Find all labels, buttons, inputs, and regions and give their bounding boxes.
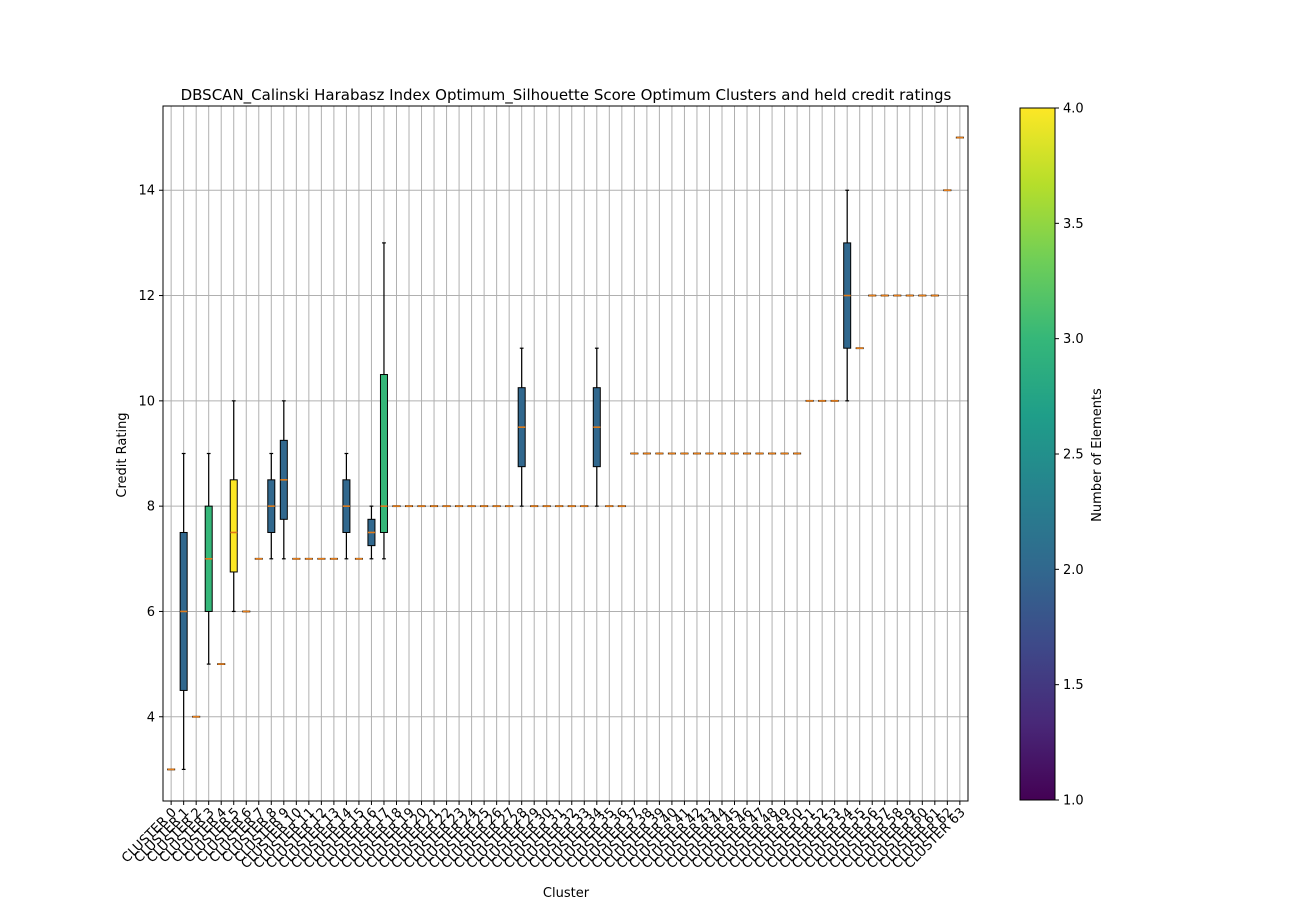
box-35 (605, 505, 614, 508)
box-60 (918, 294, 927, 297)
box-45 (730, 452, 739, 455)
box-51 (805, 399, 814, 402)
box-40 (667, 452, 676, 455)
box-52 (818, 399, 827, 402)
box-6 (242, 610, 251, 613)
box-7 (254, 557, 263, 560)
box-19 (405, 505, 414, 508)
box-50 (793, 452, 802, 455)
box-18 (392, 505, 401, 508)
box-body (229, 479, 238, 573)
box-3 (204, 452, 213, 665)
box-56 (868, 294, 877, 297)
box-48 (768, 452, 777, 455)
y-axis-label: Credit Rating (115, 412, 130, 497)
colorbar-gradient (1019, 107, 1056, 801)
box-16 (367, 505, 376, 560)
plot-frame (162, 105, 969, 802)
box-36 (617, 505, 626, 508)
colorbar: 1.0 1.5 2.0 2.5 3.0 3.5 4.0 Number of Elements (1019, 102, 1105, 809)
box-layer (167, 136, 964, 771)
box-44 (717, 452, 726, 455)
box-22 (442, 505, 451, 508)
box-0 (167, 768, 176, 771)
x-axis-label: Cluster (543, 886, 590, 900)
box-34 (592, 347, 601, 507)
box-30 (542, 505, 551, 508)
box-61 (930, 294, 939, 297)
box-8 (267, 452, 276, 560)
colorbar-ticks: 1.0 1.5 2.0 2.5 3.0 3.5 4.0 (1055, 102, 1084, 809)
box-46 (743, 452, 752, 455)
box-14 (342, 452, 351, 560)
box-53 (830, 399, 839, 402)
box-20 (417, 505, 426, 508)
colorbar-tick-label: 4.0 (1063, 102, 1084, 117)
box-24 (467, 505, 476, 508)
box-27 (505, 505, 514, 508)
box-41 (680, 452, 689, 455)
box-38 (642, 452, 651, 455)
box-9 (279, 400, 288, 560)
y-axis: 4 6 8 10 12 14 (138, 184, 163, 725)
colorbar-tick-label: 2.5 (1063, 448, 1084, 463)
box-11 (304, 557, 313, 560)
box-5 (229, 400, 238, 613)
box-54 (843, 189, 852, 402)
box-39 (655, 452, 664, 455)
box-47 (755, 452, 764, 455)
colorbar-tick-label: 3.0 (1063, 332, 1084, 347)
colorbar-tick-label: 3.5 (1063, 217, 1084, 232)
box-body (379, 374, 388, 533)
box-13 (329, 557, 338, 560)
box-32 (567, 505, 576, 508)
box-28 (517, 347, 526, 507)
colorbar-label: Number of Elements (1090, 388, 1105, 522)
box-17 (379, 242, 388, 560)
box-43 (705, 452, 714, 455)
box-1 (179, 452, 188, 771)
box-15 (354, 557, 363, 560)
box-63 (955, 136, 964, 139)
box-55 (855, 347, 864, 350)
box-49 (780, 452, 789, 455)
box-10 (292, 557, 301, 560)
y-tick-label: 12 (138, 289, 155, 304)
box-29 (530, 505, 539, 508)
box-37 (630, 452, 639, 455)
chart-title: DBSCAN_Calinski Harabasz Index Optimum_S… (181, 86, 952, 105)
y-tick-label: 14 (138, 184, 155, 199)
box-12 (317, 557, 326, 560)
colorbar-tick-label: 2.0 (1063, 563, 1084, 578)
box-23 (455, 505, 464, 508)
y-tick-label: 4 (147, 710, 155, 725)
box-62 (943, 189, 952, 192)
y-tick-label: 8 (147, 500, 155, 515)
box-2 (192, 715, 201, 718)
box-59 (905, 294, 914, 297)
box-57 (880, 294, 889, 297)
box-42 (692, 452, 701, 455)
box-33 (580, 505, 589, 508)
box-31 (555, 505, 564, 508)
y-tick-label: 10 (138, 394, 155, 409)
box-21 (430, 505, 439, 508)
box-58 (893, 294, 902, 297)
colorbar-tick-label: 1.0 (1063, 794, 1084, 809)
box-25 (480, 505, 489, 508)
y-tick-label: 6 (147, 605, 155, 620)
box-26 (492, 505, 501, 508)
colorbar-tick-label: 1.5 (1063, 678, 1084, 693)
box-4 (217, 663, 226, 666)
